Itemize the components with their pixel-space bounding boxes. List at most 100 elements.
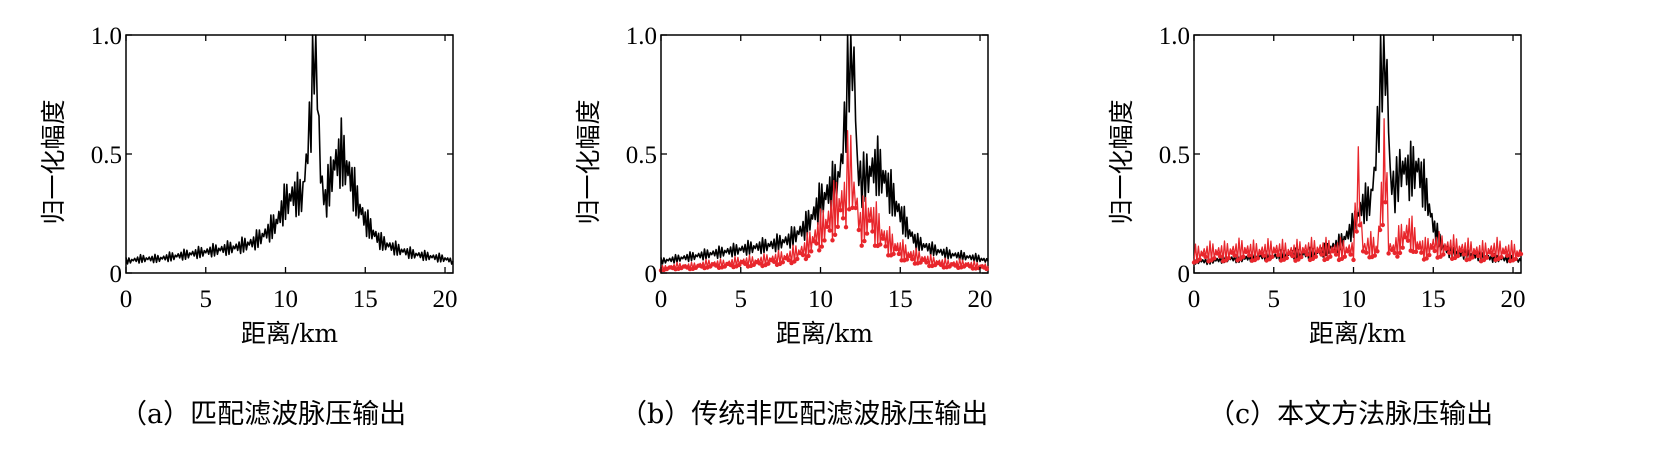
series-point bbox=[1461, 252, 1466, 257]
series-point bbox=[1377, 227, 1383, 233]
series-point bbox=[1392, 250, 1397, 256]
series-point bbox=[1299, 254, 1304, 260]
series-point bbox=[883, 244, 888, 249]
series-point bbox=[1484, 255, 1490, 260]
series-point bbox=[742, 261, 748, 266]
x-tick-label: 15 bbox=[1421, 286, 1446, 313]
series-point bbox=[786, 257, 791, 263]
series-point bbox=[878, 242, 883, 247]
series-point bbox=[1413, 249, 1419, 254]
series-point bbox=[1348, 252, 1353, 257]
series-point bbox=[1351, 257, 1356, 263]
series-point bbox=[722, 264, 727, 269]
series-point bbox=[1403, 235, 1408, 240]
series-point bbox=[1333, 252, 1339, 257]
series-point bbox=[853, 205, 858, 211]
series-point bbox=[1275, 252, 1281, 258]
series-point bbox=[1397, 250, 1403, 256]
series-point bbox=[1470, 255, 1475, 260]
series-point bbox=[850, 205, 855, 210]
series-point bbox=[1487, 250, 1492, 255]
series-point bbox=[806, 253, 811, 259]
series-point bbox=[938, 262, 944, 267]
series-point bbox=[832, 232, 838, 237]
series-point bbox=[835, 224, 840, 229]
x-tick-label: 5 bbox=[200, 286, 213, 313]
series-point bbox=[1226, 255, 1231, 261]
caption-b: （b）传统非匹配滤波脉压输出 bbox=[620, 399, 989, 430]
series-point bbox=[1255, 256, 1260, 261]
chart-panel-b: 0 5 10 15 20 0 0.5 1.0 距离/km 归一化幅度 （b）传统非匹配滤波脉压输出 bbox=[535, 0, 1095, 454]
chart-panel-a: 0 5 10 15 20 0 0.5 1.0 距离/km 归一化幅度 （a）匹配滤波脉压输出 bbox=[0, 0, 560, 454]
series-point bbox=[1518, 251, 1524, 257]
series-point bbox=[1316, 249, 1321, 254]
series-point bbox=[830, 238, 835, 243]
x-axis-label: 距离/km bbox=[776, 319, 874, 348]
series-point bbox=[910, 257, 915, 262]
series-point bbox=[1380, 222, 1385, 228]
series-point bbox=[1304, 252, 1310, 257]
series-line-2 bbox=[1193, 118, 1522, 263]
series-point bbox=[809, 249, 814, 254]
series-point bbox=[1427, 252, 1432, 258]
series-point bbox=[896, 251, 902, 257]
series-point bbox=[1447, 250, 1452, 255]
x-tick-label: 20 bbox=[968, 286, 993, 313]
series-point bbox=[862, 238, 867, 244]
series-point bbox=[1197, 257, 1202, 262]
series-point bbox=[1505, 253, 1510, 258]
series-point bbox=[1490, 252, 1495, 258]
series-point bbox=[1302, 249, 1307, 254]
series-point bbox=[856, 227, 861, 233]
series-point bbox=[984, 266, 989, 272]
series-point bbox=[1200, 252, 1205, 257]
series-point bbox=[1217, 254, 1223, 259]
series-point bbox=[1458, 248, 1463, 253]
series-point bbox=[1372, 253, 1377, 258]
series-point bbox=[1432, 248, 1437, 254]
series-point bbox=[1215, 251, 1220, 256]
series-point bbox=[838, 208, 843, 213]
x-tick-label: 10 bbox=[273, 286, 298, 313]
series-point bbox=[1246, 253, 1252, 258]
series-point bbox=[814, 241, 819, 246]
y-tick-label: 0.5 bbox=[1159, 142, 1190, 169]
series-point bbox=[1296, 257, 1301, 262]
series-point bbox=[1513, 256, 1518, 262]
x-tick-label: 0 bbox=[655, 286, 668, 313]
series-point bbox=[1354, 229, 1359, 234]
series-point bbox=[1232, 253, 1237, 258]
x-tick-label: 20 bbox=[433, 286, 458, 313]
series-point bbox=[1212, 256, 1217, 261]
series-point bbox=[819, 244, 824, 249]
series-point bbox=[1328, 254, 1333, 259]
x-tick-label: 5 bbox=[1268, 286, 1281, 313]
series-point bbox=[1345, 249, 1350, 254]
series-point bbox=[1429, 245, 1435, 250]
series-point bbox=[1473, 250, 1478, 255]
series-point bbox=[843, 225, 849, 230]
series-point bbox=[825, 224, 830, 229]
x-tick-label: 5 bbox=[735, 286, 748, 313]
y-tick-label: 1.0 bbox=[91, 23, 122, 50]
y-tick-label: 0.5 bbox=[91, 142, 122, 169]
series-point bbox=[918, 260, 923, 265]
y-tick-label: 1.0 bbox=[626, 23, 657, 50]
y-tick-label: 0 bbox=[645, 261, 658, 288]
series-point bbox=[1502, 250, 1507, 255]
y-axis-label: 归一化幅度 bbox=[574, 99, 603, 224]
series-point bbox=[1400, 245, 1405, 250]
series-point bbox=[751, 262, 756, 267]
series-point bbox=[894, 247, 899, 252]
series-line-2 bbox=[660, 130, 989, 271]
series-point bbox=[1241, 254, 1246, 259]
series-point bbox=[1313, 254, 1318, 259]
series-line-1 bbox=[125, 34, 454, 265]
series-point bbox=[1331, 249, 1336, 254]
x-tick-label: 0 bbox=[120, 286, 133, 313]
series-point bbox=[803, 256, 809, 262]
series-point bbox=[1416, 245, 1421, 250]
x-axis-label: 距离/km bbox=[1309, 319, 1407, 348]
x-tick-label: 15 bbox=[888, 286, 913, 313]
series-point bbox=[1229, 250, 1234, 255]
